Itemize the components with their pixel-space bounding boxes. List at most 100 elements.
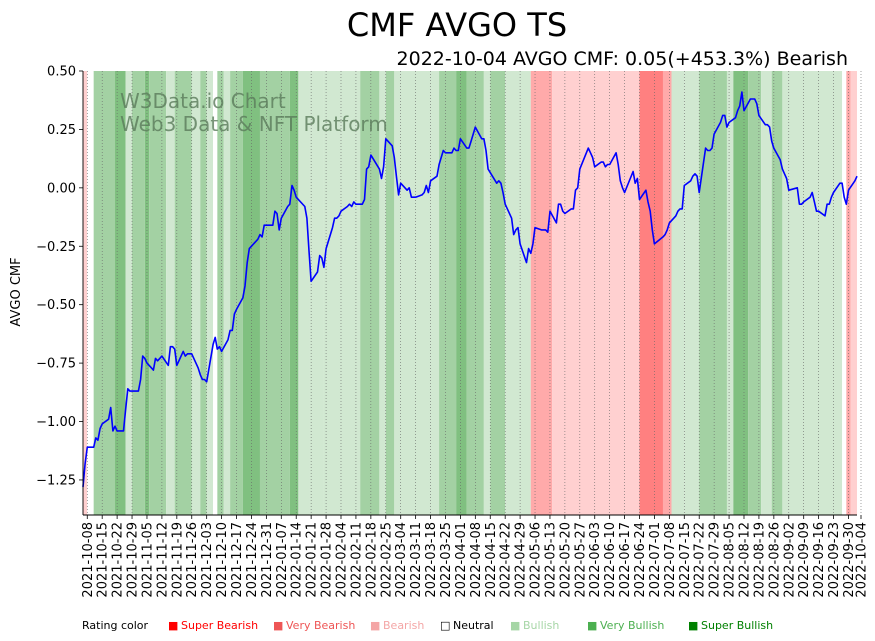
y-tick-label: −1.25 — [36, 473, 76, 488]
rating-band-very_bullish — [149, 71, 167, 515]
x-tick-label: 2022-01-28 — [320, 522, 335, 598]
rating-band-bullish — [379, 71, 386, 515]
chart-title: CMF AVGO TS — [347, 6, 567, 44]
x-tick-label: 2022-09-30 — [842, 522, 857, 598]
legend-label: Rating color — [82, 619, 149, 632]
rating-band-bearish — [850, 71, 857, 515]
rating-band-bullish — [761, 71, 772, 515]
x-tick-label: 2021-11-12 — [155, 522, 170, 598]
x-tick-label: 2022-08-19 — [752, 522, 767, 598]
rating-band-very_bullish — [439, 71, 457, 515]
x-tick-label: 2022-01-21 — [305, 522, 320, 598]
rating-band-very_bullish — [490, 71, 506, 515]
rating-band-bullish — [413, 71, 440, 515]
chart-subtitle: 2022-10-04 AVGO CMF: 0.05(+453.3%) Beari… — [397, 48, 848, 70]
rating-band-very_bullish — [385, 71, 395, 515]
x-tick-label: 2022-02-04 — [335, 522, 350, 598]
rating-band-very_bullish — [217, 71, 224, 515]
rating-band-bullish — [206, 71, 214, 515]
rating-band-bullish — [223, 71, 231, 515]
rating-bands — [83, 71, 857, 515]
x-tick-label: 2021-11-26 — [185, 522, 200, 598]
rating-band-neutral — [87, 71, 94, 515]
x-tick-label: 2022-03-25 — [439, 522, 454, 598]
rating-band-super_bullish — [114, 71, 126, 515]
legend-item-bullish: Bullish — [523, 619, 559, 632]
rating-band-bullish — [483, 71, 491, 515]
x-tick-label: 2021-12-03 — [200, 522, 215, 598]
x-tick-label: 2022-06-24 — [633, 522, 648, 598]
y-tick-label: −0.25 — [36, 240, 76, 255]
rating-band-super_bearish — [639, 71, 663, 515]
rating-band-bullish — [505, 71, 531, 515]
rating-band-bearish — [552, 71, 640, 515]
rating-band-bullish — [166, 71, 175, 515]
x-tick-label: 2022-03-11 — [409, 522, 424, 598]
y-ticks: 0.50 0.25 0.00 −0.25 −0.50 −0.75 −1.00 −1.25 — [36, 65, 83, 488]
y-axis-label: AVGO CMF — [9, 257, 24, 326]
cmf-series-line — [82, 91, 858, 488]
legend-swatch-bullish: ■ — [510, 619, 520, 632]
x-tick-label: 2022-07-22 — [693, 522, 708, 598]
y-tick-label: −1.00 — [36, 415, 76, 430]
rating-band-bullish — [191, 71, 201, 515]
rating-band-super_bullish — [456, 71, 467, 515]
rating-band-very_bullish — [132, 71, 145, 515]
series-group — [82, 91, 858, 488]
x-tick-label: 2021-12-24 — [245, 522, 260, 598]
x-tick-label: 2022-04-01 — [454, 522, 469, 598]
legend-swatch-very_bearish: ■ — [273, 619, 283, 632]
y-tick-label: 0.25 — [47, 123, 76, 138]
rating-band-very_bullish — [93, 71, 115, 515]
y-tick-label: −0.75 — [36, 357, 76, 372]
x-tick-label: 2021-12-10 — [215, 522, 230, 598]
x-tick-label: 2021-12-17 — [230, 522, 245, 598]
x-tick-label: 2022-05-20 — [558, 522, 573, 598]
x-tick-label: 2022-01-07 — [275, 522, 290, 598]
x-tick-label: 2022-02-18 — [364, 522, 379, 598]
x-tick-label: 2021-11-19 — [170, 522, 185, 598]
x-tick-label: 2022-07-08 — [663, 522, 678, 598]
legend-item-bearish: Bearish — [383, 619, 424, 632]
legend-swatch-super_bullish: ■ — [688, 619, 698, 632]
rating-band-bearish — [83, 71, 88, 515]
rating-band-bullish — [323, 71, 361, 515]
x-tick-label: 2022-04-29 — [514, 522, 529, 598]
x-tick-label: 2022-09-16 — [812, 522, 827, 598]
x-tick-label: 2022-09-23 — [827, 522, 842, 598]
x-tick-label: 2022-08-26 — [767, 522, 782, 598]
legend-swatch-super_bearish: ■ — [168, 619, 178, 632]
rating-band-bullish — [782, 71, 843, 515]
x-tick-label: 2022-02-25 — [379, 522, 394, 598]
x-tick-label: 2021-12-31 — [260, 522, 275, 598]
legend-swatch-very_bullish: ■ — [587, 619, 597, 632]
rating-band-very_bullish — [259, 71, 290, 515]
rating-band-bullish — [298, 71, 310, 515]
y-tick-label: −0.50 — [36, 298, 76, 313]
x-tick-label: 2022-09-02 — [782, 522, 797, 598]
x-tick-label: 2022-08-05 — [723, 522, 738, 598]
x-tick-label: 2022-05-06 — [529, 522, 544, 598]
x-tick-label: 2021-11-05 — [140, 522, 155, 598]
x-tick-label: 2022-01-14 — [290, 522, 305, 598]
rating-band-bullish — [309, 71, 324, 515]
axes — [82, 71, 857, 516]
rating-band-very_bullish — [174, 71, 192, 515]
x-tick-label: 2022-04-08 — [469, 522, 484, 598]
x-tick-label: 2022-04-22 — [499, 522, 514, 598]
rating-band-very_bullish — [200, 71, 207, 515]
x-tick-label: 2022-07-29 — [708, 522, 723, 598]
rating-band-neutral — [213, 71, 218, 515]
legend-swatch-bearish: ■ — [370, 619, 380, 632]
watermark-line1: W3Data.io Chart — [120, 89, 286, 113]
y-tick-label: 0.50 — [47, 65, 76, 80]
rating-band-bullish — [671, 71, 685, 515]
legend-item-very_bearish: Very Bearish — [286, 619, 355, 632]
x-tick-label: 2022-09-09 — [797, 522, 812, 598]
watermark-line2: Web3 Data & NFT Platform — [120, 112, 388, 136]
x-tick-label: 2022-07-15 — [678, 522, 693, 598]
x-tick-label: 2022-04-15 — [484, 522, 499, 598]
rating-band-very_bearish — [530, 71, 553, 515]
legend-swatch-neutral: □ — [440, 619, 450, 632]
rating-band-super_bullish — [289, 71, 299, 515]
